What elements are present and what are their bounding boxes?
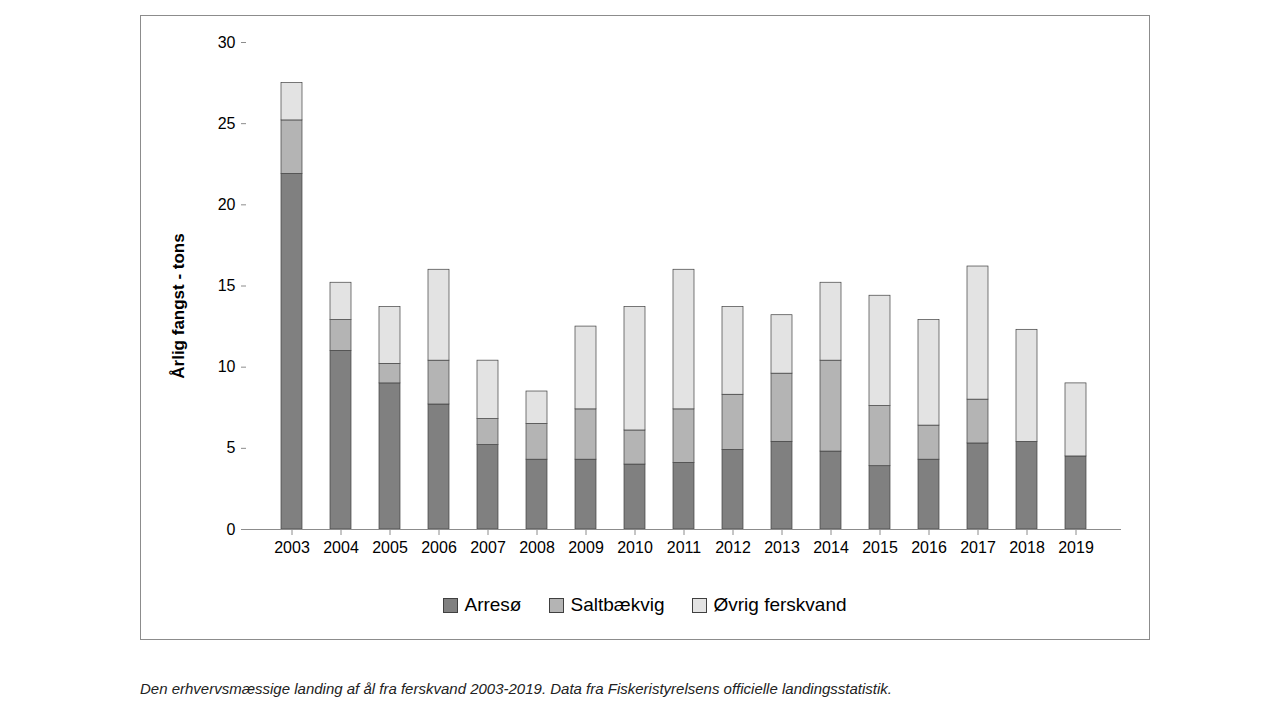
svg-text:2007: 2007 bbox=[470, 539, 506, 556]
svg-text:2006: 2006 bbox=[421, 539, 457, 556]
svg-text:2015: 2015 bbox=[862, 539, 898, 556]
svg-text:2009: 2009 bbox=[568, 539, 604, 556]
svg-text:2013: 2013 bbox=[764, 539, 800, 556]
svg-text:2005: 2005 bbox=[372, 539, 408, 556]
svg-text:15: 15 bbox=[218, 277, 236, 294]
html-text:Arresø: Arresø bbox=[464, 594, 522, 615]
svg-text:25: 25 bbox=[218, 115, 236, 132]
svg-text:2012: 2012 bbox=[715, 539, 751, 556]
svg-text:2010: 2010 bbox=[617, 539, 653, 556]
svg-text:20: 20 bbox=[218, 196, 236, 213]
svg-text:2019: 2019 bbox=[1058, 539, 1094, 556]
svg-text:2016: 2016 bbox=[911, 539, 947, 556]
html-text:Øvrig ferskvand: Øvrig ferskvand bbox=[713, 594, 847, 615]
svg-text:0: 0 bbox=[227, 521, 236, 538]
html-text:Årlig fangst - tons: Årlig fangst - tons bbox=[169, 233, 188, 379]
svg-text:30: 30 bbox=[218, 34, 236, 51]
svg-text:2008: 2008 bbox=[519, 539, 555, 556]
svg-text:2014: 2014 bbox=[813, 539, 849, 556]
svg-text:2011: 2011 bbox=[667, 539, 702, 556]
svg-text:2018: 2018 bbox=[1009, 539, 1045, 556]
svg-text:10: 10 bbox=[218, 358, 236, 375]
svg-text:2003: 2003 bbox=[274, 539, 310, 556]
html-text:Den erhvervsmæssige landing af: Den erhvervsmæssige landing af ål fra fe… bbox=[140, 680, 892, 697]
html-text:Saltbækvig: Saltbækvig bbox=[570, 594, 665, 615]
svg-text:5: 5 bbox=[227, 439, 236, 456]
svg-text:2004: 2004 bbox=[323, 539, 359, 556]
svg-text:2017: 2017 bbox=[960, 539, 996, 556]
